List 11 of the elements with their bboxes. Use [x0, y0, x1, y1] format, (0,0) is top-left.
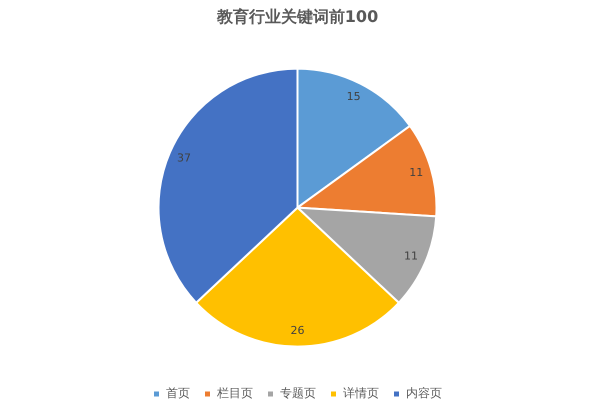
legend-label: 专题页 [280, 386, 316, 400]
data-label: 15 [346, 90, 361, 104]
data-label: 11 [409, 166, 424, 179]
legend-label: 内容页 [406, 386, 442, 400]
legend-label: 栏目页 [216, 386, 253, 400]
legend-label: 详情页 [343, 386, 379, 400]
data-label: 26 [290, 324, 304, 338]
chart-title: 教育行业关键词前100 [216, 6, 378, 26]
data-label: 37 [176, 151, 191, 164]
data-label: 11 [404, 250, 418, 263]
legend-label: 首页 [166, 386, 190, 400]
